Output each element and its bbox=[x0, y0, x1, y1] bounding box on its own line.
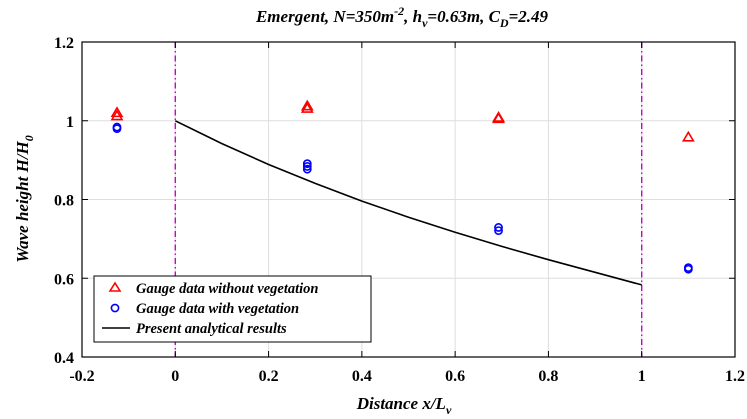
circle-point bbox=[494, 226, 503, 236]
legend-triangle-marker bbox=[108, 281, 122, 292]
title-mid1-sub: v bbox=[422, 16, 428, 30]
circle-point bbox=[302, 162, 312, 171]
series-layer bbox=[110, 99, 695, 286]
x-tick-label: 0 bbox=[171, 368, 179, 385]
legend-box bbox=[93, 275, 372, 343]
x-axis-title: Distance x/Lv bbox=[356, 394, 452, 417]
legend: Gauge data without vegetation Gauge data… bbox=[93, 275, 372, 343]
x-tick-labels: -0.2 0 0.2 0.4 0.6 0.8 1 1.2 bbox=[69, 368, 745, 385]
circle-point bbox=[302, 164, 312, 174]
title-prefix: Emergent, N=350m bbox=[255, 7, 394, 26]
triangle-point bbox=[110, 106, 124, 118]
legend-label-without-vegetation: Gauge data without vegetation bbox=[136, 281, 318, 297]
legend-label-with-vegetation: Gauge data with vegetation bbox=[136, 301, 299, 317]
analytical-curve bbox=[174, 120, 642, 286]
chart-title: Emergent, N=350m-2, hv=0.63m, CD=2.49 bbox=[255, 4, 549, 30]
circle-point bbox=[494, 223, 503, 232]
triangle-point bbox=[300, 101, 314, 113]
y-tick-label: 0.6 bbox=[54, 271, 74, 288]
triangle-point bbox=[110, 109, 124, 121]
y-axis-title: Wave height H/H0 bbox=[13, 135, 36, 263]
y-tick-label: 1 bbox=[66, 114, 74, 131]
triangle-point bbox=[681, 130, 695, 142]
triangle-point bbox=[300, 99, 314, 111]
axis-ticks bbox=[81, 41, 736, 358]
y-tick-label: 0.4 bbox=[54, 350, 74, 367]
x-axis-title-sub: v bbox=[446, 403, 452, 417]
circle-point bbox=[302, 159, 312, 169]
legend-circle-marker bbox=[110, 303, 120, 313]
y-axis-title-main: Wave height H/H bbox=[13, 140, 32, 262]
triangle-point bbox=[492, 112, 505, 124]
y-tick-labels: 0.4 0.6 0.8 1 1.2 bbox=[54, 35, 74, 367]
title-suffix: =2.49 bbox=[509, 7, 549, 26]
x-tick-label: -0.2 bbox=[69, 368, 94, 385]
y-tick-label: 1.2 bbox=[54, 35, 74, 52]
x-axis-title-main: Distance x/L bbox=[356, 394, 446, 413]
title-mid2-sub: D bbox=[499, 16, 509, 30]
legend-label-analytical: Present analytical results bbox=[136, 321, 287, 337]
y-axis-title-sub: 0 bbox=[22, 135, 36, 141]
title-prefix-sup: -2 bbox=[394, 4, 404, 18]
x-tick-label: 0.8 bbox=[538, 368, 558, 385]
x-tick-label: 0.4 bbox=[352, 368, 372, 385]
x-tick-label: 1.2 bbox=[725, 368, 745, 385]
circle-point bbox=[112, 124, 122, 134]
x-tick-label: 0.6 bbox=[445, 368, 465, 385]
x-tick-label: 0.2 bbox=[259, 368, 279, 385]
y-tick-label: 0.8 bbox=[54, 193, 74, 210]
title-mid2: =0.63m, C bbox=[427, 7, 500, 26]
circle-point bbox=[683, 264, 693, 274]
x-tick-label: 1 bbox=[638, 368, 646, 385]
title-mid1: , h bbox=[403, 7, 422, 26]
